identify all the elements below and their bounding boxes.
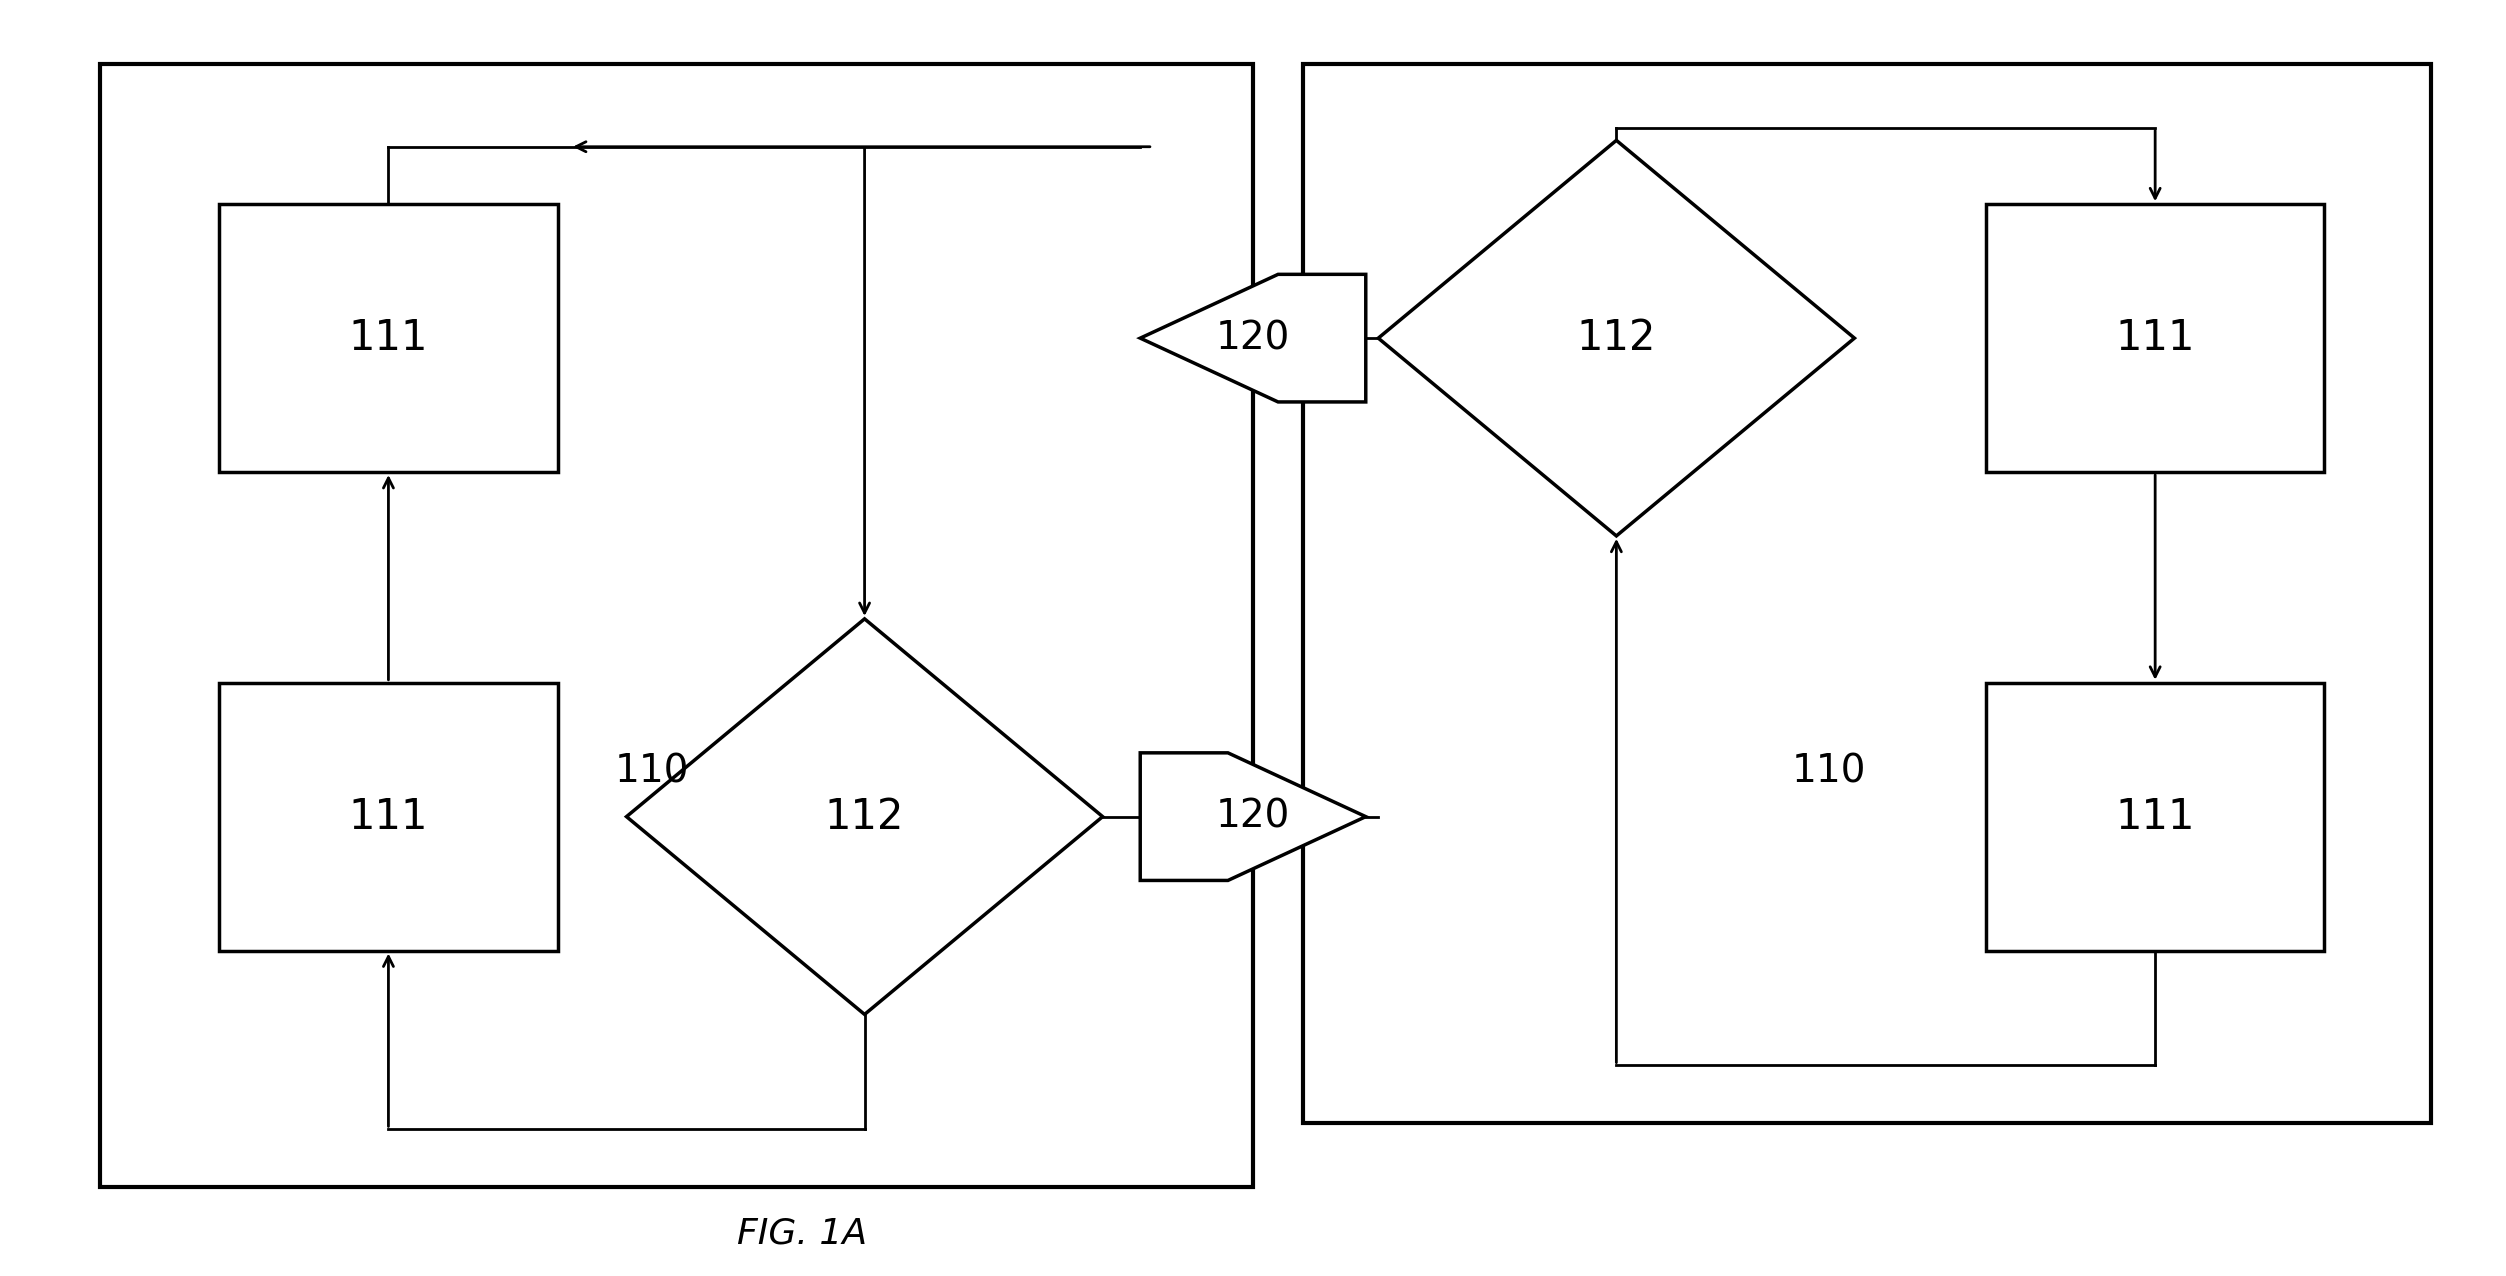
Polygon shape — [1140, 274, 1366, 402]
Text: 112: 112 — [1576, 318, 1656, 359]
Text: 111: 111 — [2115, 318, 2195, 359]
Text: 120: 120 — [1215, 319, 1291, 357]
Text: 111: 111 — [2115, 796, 2195, 837]
Text: 112: 112 — [824, 796, 905, 837]
Bar — [1303, 64, 2431, 1123]
Bar — [221, 683, 559, 951]
Polygon shape — [626, 619, 1103, 1014]
Text: 110: 110 — [614, 753, 689, 791]
Bar — [100, 64, 1253, 1187]
Text: 111: 111 — [348, 796, 429, 837]
Text: 110: 110 — [1792, 753, 1867, 791]
Bar — [1985, 683, 2326, 951]
Polygon shape — [1140, 753, 1366, 880]
Bar — [1985, 204, 2326, 472]
Text: 111: 111 — [348, 318, 429, 359]
Polygon shape — [1378, 140, 1854, 536]
Text: FIG. 1A: FIG. 1A — [737, 1216, 867, 1250]
Text: 120: 120 — [1215, 798, 1291, 836]
Bar — [221, 204, 559, 472]
